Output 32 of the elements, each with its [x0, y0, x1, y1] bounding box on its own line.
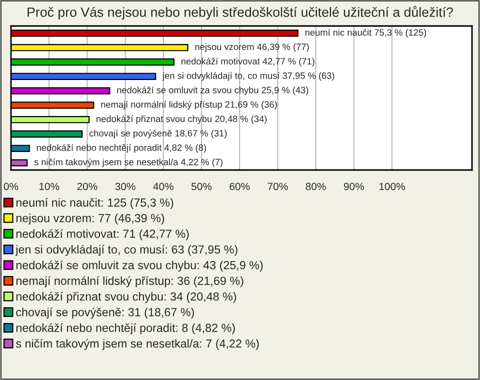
data-label: chovají se povýšeně 18,67 % (31) — [89, 130, 227, 138]
x-tick-label: 80% — [306, 182, 326, 190]
legend-label: nedokáží se omluvit za svou chybu: 43 (25,9 %) — [16, 260, 263, 272]
data-label: nedokáží motivovat 42,77 % (71) — [182, 58, 314, 66]
x-tick-label: 70% — [268, 182, 288, 190]
data-label: nedokáží přiznat svou chybu 20,48 % (34) — [96, 115, 267, 124]
x-tick-label: 100% — [379, 182, 405, 190]
x-tick-label: 0% — [4, 182, 18, 190]
data-label: nedokáží se omluvit za svou chybu 25,9 % (43) — [117, 86, 308, 96]
legend-label: jen si odvykládají to, co musí: 63 (37,95 %) — [15, 244, 238, 256]
data-label: s ničím takovým jsem se nesetkal/a 4,22 % (7) — [34, 158, 222, 168]
x-tick-label: 90% — [344, 182, 364, 190]
legend-label: neumí nic naučit: 125 (75,3 %) — [16, 198, 174, 209]
legend-label: nejsou vzorem: 77 (46,39 %) — [16, 214, 164, 225]
data-label: neumí nic naučit 75,3 % (125) — [305, 28, 426, 38]
chart-title: Proč pro Vás nejsou nebo nebyli středoškolští učitelé užiteční a důležití? — [28, 6, 453, 20]
x-tick-label: 20% — [77, 182, 98, 190]
data-label: nejsou vzorem 46,39 % (77) — [195, 43, 309, 52]
x-tick-label: 50% — [191, 182, 212, 190]
data-label: nemají normální lidský přístup 21,69 % (36) — [101, 100, 277, 110]
x-tick-label: 40% — [153, 182, 174, 190]
legend-label: chovají se povýšeně: 31 (18,67 %) — [16, 308, 194, 319]
legend-label: s ničím takovým jsem se nesetkal/a: 7 (4,22 %) — [16, 338, 259, 350]
x-tick-label: 30% — [115, 182, 136, 190]
data-label: jen si odvykládají to, co musí 37,95 % (63) — [162, 72, 334, 81]
x-tick-label: 10% — [39, 182, 60, 190]
data-label: nedokáží nebo nechtějí poradit 4,82 % (8) — [36, 144, 206, 153]
x-tick-label: 60% — [230, 182, 250, 190]
legend-label: nemají normální lidský přístup: 36 (21,69 %) — [16, 276, 244, 288]
legend-label: nedokáží nebo nechtějí poradit: 8 (4,82 %) — [16, 323, 235, 334]
legend-label: nedokáží přiznat svou chybu: 34 (20,48 %) — [16, 292, 236, 303]
legend-label: nedokáží motivovat: 71 (42,77 %) — [16, 229, 189, 240]
